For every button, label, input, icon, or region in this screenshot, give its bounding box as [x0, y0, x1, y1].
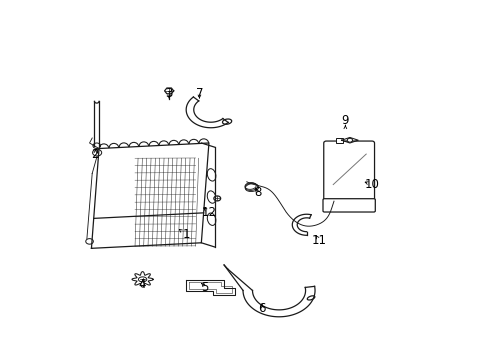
Text: 3: 3	[165, 87, 172, 100]
Text: 11: 11	[311, 234, 325, 247]
Text: 1: 1	[182, 228, 189, 241]
Circle shape	[93, 143, 101, 149]
Text: 12: 12	[201, 206, 216, 219]
Circle shape	[85, 239, 93, 244]
Circle shape	[213, 196, 220, 201]
Ellipse shape	[222, 119, 231, 124]
FancyBboxPatch shape	[323, 199, 374, 212]
Ellipse shape	[138, 277, 146, 282]
Ellipse shape	[306, 296, 314, 300]
Circle shape	[346, 138, 352, 142]
Text: 9: 9	[341, 114, 348, 127]
Circle shape	[92, 149, 102, 156]
Ellipse shape	[207, 169, 215, 181]
Bar	[335, 138, 343, 143]
Text: 2: 2	[91, 148, 99, 161]
Ellipse shape	[207, 213, 215, 225]
Ellipse shape	[207, 191, 215, 203]
Text: 8: 8	[254, 186, 262, 199]
Text: 5: 5	[201, 281, 208, 294]
Text: 10: 10	[364, 178, 379, 191]
Text: 7: 7	[195, 87, 203, 100]
FancyBboxPatch shape	[323, 141, 374, 203]
Text: 6: 6	[258, 302, 265, 315]
Text: 4: 4	[139, 278, 146, 291]
